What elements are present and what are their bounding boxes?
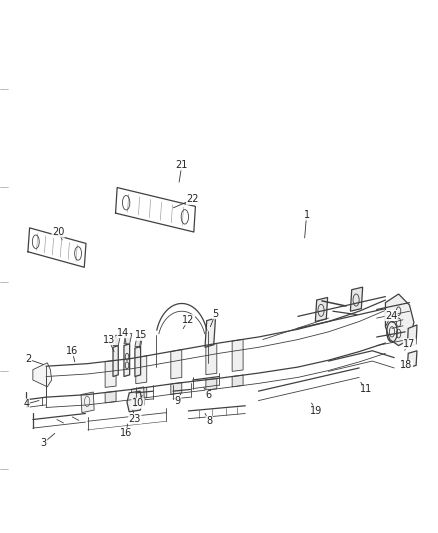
Polygon shape <box>135 336 143 346</box>
Text: 21: 21 <box>176 160 188 170</box>
Polygon shape <box>232 375 243 387</box>
Text: 22: 22 <box>187 195 199 205</box>
Polygon shape <box>136 387 147 399</box>
Polygon shape <box>105 360 116 387</box>
Text: 20: 20 <box>52 227 64 237</box>
Text: 10: 10 <box>132 398 144 408</box>
Text: 9: 9 <box>175 395 181 406</box>
Text: 18: 18 <box>400 360 413 370</box>
Polygon shape <box>206 343 217 375</box>
Text: 16: 16 <box>66 346 78 356</box>
Text: 17: 17 <box>403 339 416 349</box>
Polygon shape <box>81 392 94 413</box>
Polygon shape <box>407 325 417 348</box>
Text: 2: 2 <box>25 354 32 365</box>
Text: 6: 6 <box>205 391 212 400</box>
Text: 8: 8 <box>206 416 212 426</box>
Text: 16: 16 <box>120 429 132 438</box>
Polygon shape <box>171 383 182 394</box>
Polygon shape <box>350 287 363 311</box>
Polygon shape <box>113 345 118 376</box>
Polygon shape <box>33 363 52 387</box>
Text: 12: 12 <box>182 315 194 325</box>
Polygon shape <box>171 350 182 379</box>
Polygon shape <box>127 391 142 412</box>
Text: 11: 11 <box>360 384 372 394</box>
Text: 23: 23 <box>129 414 141 424</box>
Polygon shape <box>105 391 116 403</box>
Polygon shape <box>131 387 145 408</box>
Text: 5: 5 <box>212 309 219 319</box>
Polygon shape <box>315 297 328 321</box>
Text: 14: 14 <box>117 328 130 338</box>
Polygon shape <box>136 356 147 384</box>
Polygon shape <box>407 351 417 368</box>
Text: 19: 19 <box>310 406 322 416</box>
Polygon shape <box>206 378 217 390</box>
Polygon shape <box>385 294 414 345</box>
Text: 15: 15 <box>135 330 147 340</box>
Polygon shape <box>205 318 215 348</box>
Polygon shape <box>124 344 130 376</box>
Text: 4: 4 <box>23 399 29 409</box>
Polygon shape <box>232 340 243 372</box>
Text: 1: 1 <box>304 210 310 220</box>
Polygon shape <box>135 346 141 376</box>
Text: 24: 24 <box>385 311 397 320</box>
Polygon shape <box>113 335 120 345</box>
Polygon shape <box>124 334 132 344</box>
Text: 3: 3 <box>41 438 47 448</box>
Text: 13: 13 <box>102 335 115 344</box>
